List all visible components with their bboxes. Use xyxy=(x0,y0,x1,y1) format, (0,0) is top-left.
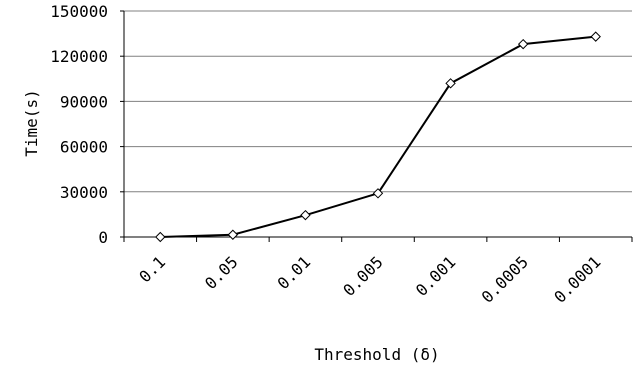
y-tick-label-0: 0 xyxy=(98,228,108,247)
x-tick-label-0.001: 0.001 xyxy=(412,252,459,299)
data-point-0.0001 xyxy=(590,31,601,42)
y-tick-labels: 0 30000 60000 90000 120000 150000 xyxy=(50,2,108,247)
x-tick-label-0.01: 0.01 xyxy=(274,252,315,293)
x-tick-label-0.0001: 0.0001 xyxy=(550,252,604,306)
x-tick-label-0.0005: 0.0005 xyxy=(478,252,532,306)
data-point-0.005 xyxy=(372,188,384,199)
y-tick-label-120000: 120000 xyxy=(50,47,108,66)
gridlines xyxy=(124,10,632,193)
series-line xyxy=(155,31,601,243)
data-point-0.05 xyxy=(227,229,239,240)
y-tick-label-30000: 30000 xyxy=(60,183,108,202)
x-axis-title: Threshold (δ) xyxy=(314,345,439,364)
x-tick-label-0.05: 0.05 xyxy=(201,252,242,293)
y-axis-title: Time(s) xyxy=(22,89,41,156)
data-point-0.0005 xyxy=(517,38,529,50)
y-tick-label-60000: 60000 xyxy=(60,138,108,157)
data-point-0.1 xyxy=(155,231,166,243)
data-point-0.01 xyxy=(300,209,311,221)
x-tick-label-0.1: 0.1 xyxy=(135,252,169,286)
axes xyxy=(120,10,633,242)
y-tick-label-150000: 150000 xyxy=(50,2,108,21)
series-line-0 xyxy=(160,35,596,238)
x-tick-label-0.005: 0.005 xyxy=(339,252,386,299)
y-tick-label-90000: 90000 xyxy=(60,92,108,111)
data-point-0.001 xyxy=(445,78,456,89)
x-tick-labels: 0.1 0.05 0.01 0.005 0.001 0.0005 0.0001 xyxy=(135,252,604,306)
